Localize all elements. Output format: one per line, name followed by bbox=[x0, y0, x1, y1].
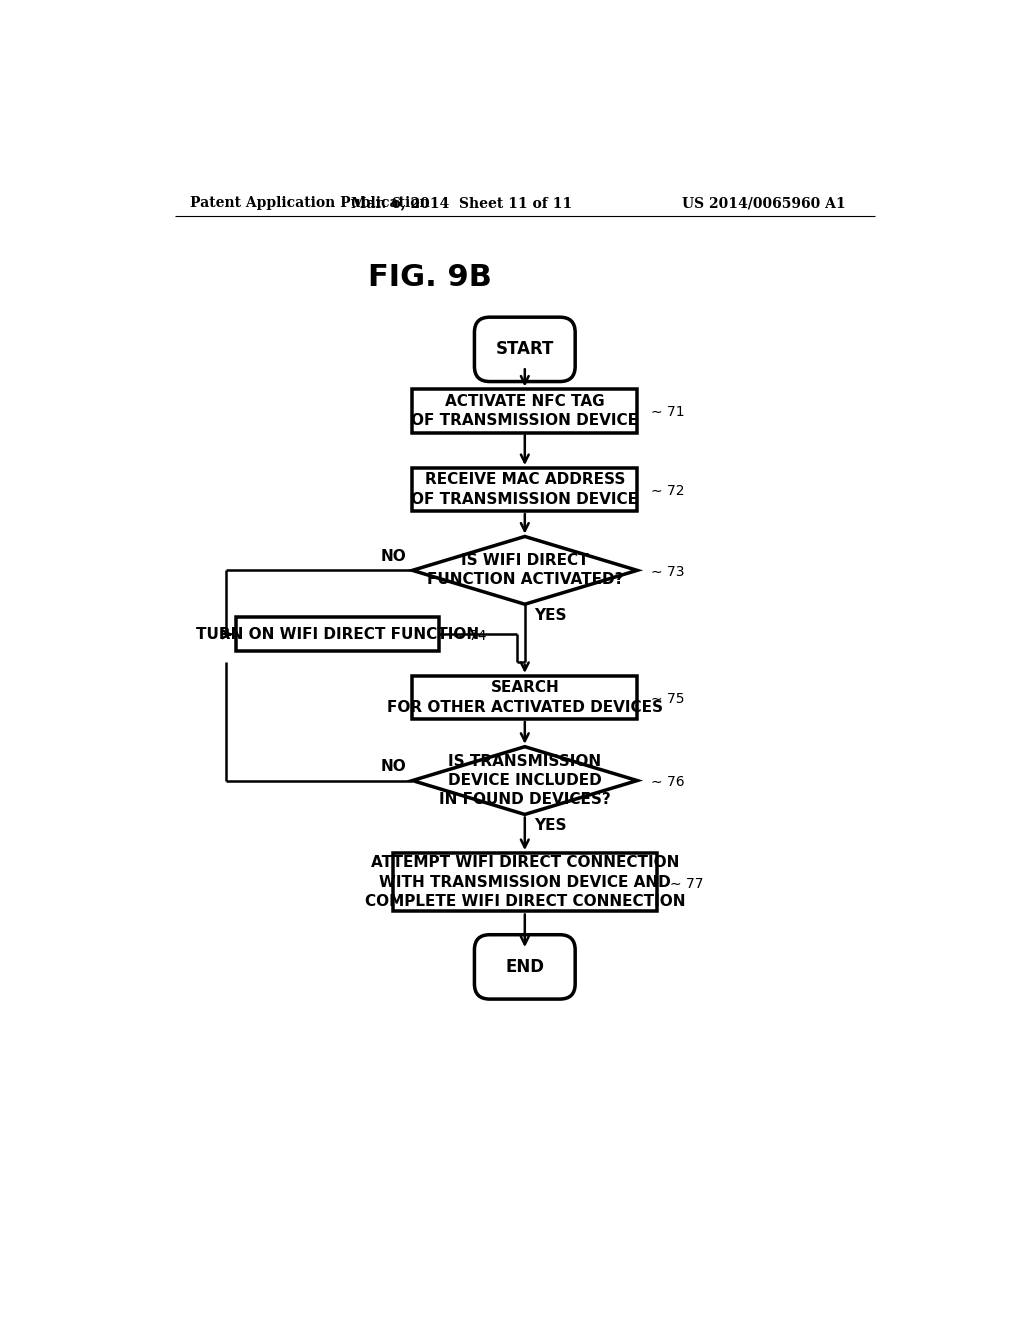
Text: ∼ 75: ∼ 75 bbox=[651, 692, 685, 706]
Text: FIG. 9B: FIG. 9B bbox=[369, 263, 493, 292]
Polygon shape bbox=[413, 747, 637, 814]
Text: SEARCH
FOR OTHER ACTIVATED DEVICES: SEARCH FOR OTHER ACTIVATED DEVICES bbox=[387, 680, 663, 715]
Text: Mar. 6, 2014  Sheet 11 of 11: Mar. 6, 2014 Sheet 11 of 11 bbox=[350, 197, 571, 210]
Bar bbox=[393, 853, 656, 911]
Text: ∼ 72: ∼ 72 bbox=[651, 484, 685, 498]
Text: ∼ 73: ∼ 73 bbox=[651, 565, 685, 579]
Bar bbox=[236, 618, 438, 651]
Bar bbox=[413, 469, 637, 511]
Text: ATTEMPT WIFI DIRECT CONNECTION
WITH TRANSMISSION DEVICE AND
COMPLETE WIFI DIRECT: ATTEMPT WIFI DIRECT CONNECTION WITH TRAN… bbox=[365, 855, 685, 909]
Text: ∼ 77: ∼ 77 bbox=[671, 876, 705, 891]
Text: ∼ 74: ∼ 74 bbox=[453, 628, 486, 643]
Text: ACTIVATE NFC TAG
OF TRANSMISSION DEVICE: ACTIVATE NFC TAG OF TRANSMISSION DEVICE bbox=[412, 393, 638, 429]
Text: ∼ 71: ∼ 71 bbox=[651, 405, 685, 420]
Text: YES: YES bbox=[535, 817, 566, 833]
Text: TURN ON WIFI DIRECT FUNCTION: TURN ON WIFI DIRECT FUNCTION bbox=[196, 627, 479, 642]
FancyBboxPatch shape bbox=[474, 317, 575, 381]
Text: Patent Application Publication: Patent Application Publication bbox=[190, 197, 430, 210]
Text: RECEIVE MAC ADDRESS
OF TRANSMISSION DEVICE: RECEIVE MAC ADDRESS OF TRANSMISSION DEVI… bbox=[412, 473, 638, 507]
Text: IS WIFI DIRECT
FUNCTION ACTIVATED?: IS WIFI DIRECT FUNCTION ACTIVATED? bbox=[427, 553, 623, 587]
Text: NO: NO bbox=[381, 549, 407, 564]
Text: NO: NO bbox=[381, 759, 407, 775]
Text: YES: YES bbox=[535, 607, 566, 623]
FancyBboxPatch shape bbox=[474, 935, 575, 999]
Bar bbox=[413, 389, 637, 433]
Text: IS TRANSMISSION
DEVICE INCLUDED
IN FOUND DEVICES?: IS TRANSMISSION DEVICE INCLUDED IN FOUND… bbox=[439, 754, 610, 808]
Polygon shape bbox=[413, 536, 637, 605]
Text: US 2014/0065960 A1: US 2014/0065960 A1 bbox=[682, 197, 846, 210]
Text: START: START bbox=[496, 341, 554, 358]
Text: END: END bbox=[505, 958, 545, 975]
Bar bbox=[413, 676, 637, 719]
Text: ∼ 76: ∼ 76 bbox=[651, 775, 685, 789]
